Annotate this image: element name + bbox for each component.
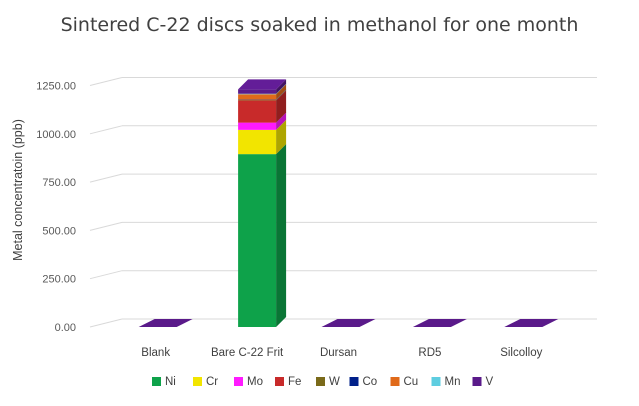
bar-segment-cu [238,94,277,100]
y-tick-label: 1000.00 [36,129,76,141]
legend-swatch-mo [234,377,243,386]
bar-flat [504,319,559,327]
gridline-side [89,125,123,135]
legend-label-cu: Cu [404,376,419,388]
legend-swatch-cu [390,377,400,386]
bar-side-co [276,89,287,100]
legend-label-v: V [486,376,494,388]
x-tick-label: Bare C-22 Frit [211,347,284,359]
bar-segment-cr [238,129,277,155]
gridline-side [89,318,123,328]
legend-swatch-v [472,377,482,386]
bar-side-fe [276,90,287,123]
legend-swatch-mn [431,377,441,386]
bar-top [238,79,287,90]
y-tick-label: 750.00 [42,177,76,189]
bar-segment-v [238,89,277,94]
legend-swatch-co [349,377,359,386]
legend-swatch-w [316,377,325,386]
legend-label-mn: Mn [445,376,461,388]
legend-label-w: W [329,376,340,388]
x-tick-label: RD5 [418,347,441,359]
bar-side-v [276,79,287,94]
x-tick-label: Blank [141,347,170,359]
bar-flat [412,319,467,327]
x-tick-label: Silcolloy [500,347,542,359]
bar-side-mn [276,83,287,95]
bar-segment-mo [238,122,277,130]
bar-segment-ni [238,154,277,327]
gridline-side [89,270,123,280]
x-tick-label: Dursan [320,347,357,359]
bar-side-cr [276,119,287,155]
gridline-side [89,221,123,231]
legend-swatch-ni [152,377,161,386]
legend-swatch-cr [193,377,202,386]
chart-title: Sintered C-22 discs soaked in methanol f… [60,14,579,36]
bar-segment-fe [238,100,277,123]
y-tick-label: 1250.00 [36,81,76,93]
legend-label-mo: Mo [247,376,263,388]
legend-label-fe: Fe [288,376,301,388]
y-tick-label: 500.00 [42,225,76,237]
bar-side-w [276,89,287,101]
legend: Ni Cr Mo Fe W Co Cu Mn V [152,376,494,388]
grid-layer [89,77,597,328]
bar-flat [138,319,193,327]
legend-label-ni: Ni [165,376,176,388]
legend-label-cr: Cr [206,376,218,388]
bar-side-mo [276,112,287,130]
bar-flat [321,319,376,327]
bar-layer [138,79,559,327]
legend-swatch-fe [275,377,284,386]
bar-side-ni [276,144,287,327]
y-tick-label: 250.00 [42,274,76,286]
axis-layer: Metal concentratoin (ppb) 0.00 250.00 500.… [11,81,543,360]
y-axis-title: Metal concentratoin (ppb) [11,119,25,261]
legend-label-co: Co [363,376,378,388]
gridline-side [89,173,123,183]
bar-side-cu [276,84,287,100]
y-tick-label: 0.00 [55,322,76,334]
gridline-side [89,77,123,86]
